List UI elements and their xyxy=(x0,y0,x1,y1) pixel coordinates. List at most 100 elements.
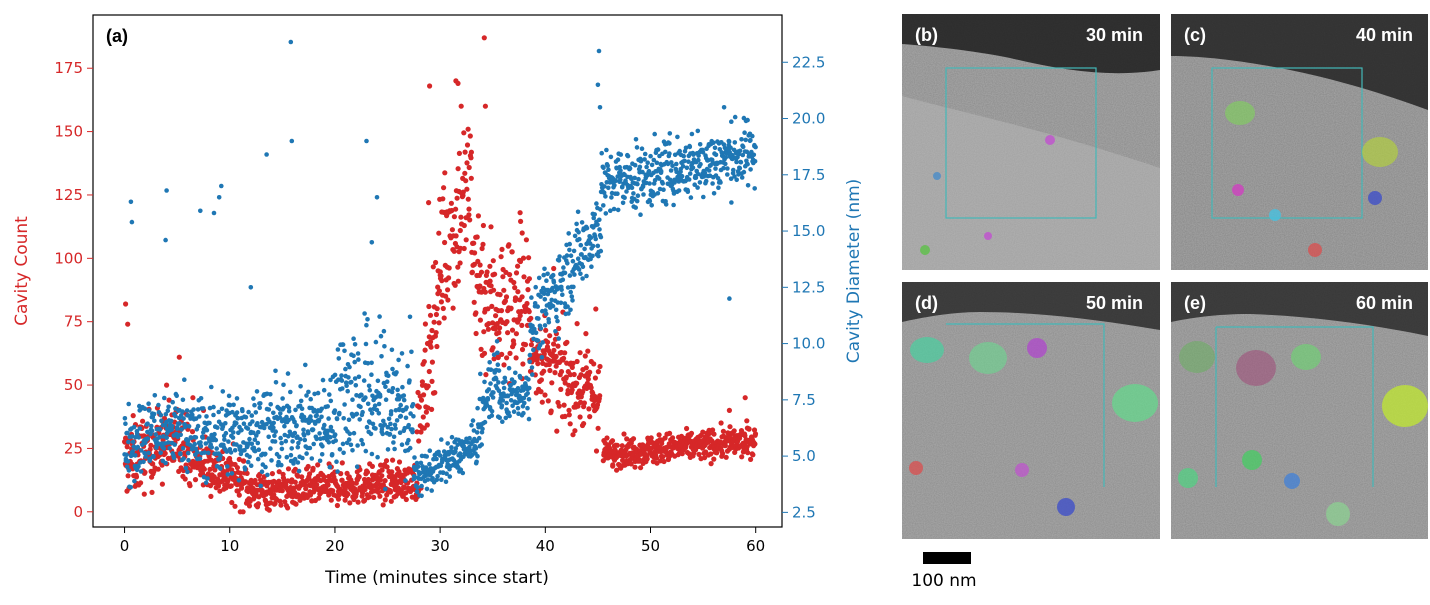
count-point xyxy=(466,212,472,218)
count-point xyxy=(512,295,519,301)
diameter-point xyxy=(564,253,570,258)
diameter-point xyxy=(688,195,694,200)
diameter-point xyxy=(536,316,541,321)
count-point xyxy=(739,454,745,460)
count-point xyxy=(604,435,610,441)
diameter-point xyxy=(649,203,654,208)
diameter-point xyxy=(506,365,512,371)
count-point xyxy=(458,214,464,220)
diameter-point xyxy=(637,164,643,170)
diameter-point xyxy=(414,489,420,495)
diameter-point xyxy=(311,441,317,447)
diameter-point xyxy=(474,430,480,435)
diameter-point xyxy=(695,185,700,190)
left-tick-label: 0 xyxy=(73,503,83,521)
diameter-point xyxy=(181,456,186,462)
count-point xyxy=(375,489,381,495)
diameter-point xyxy=(392,422,398,428)
diameter-point xyxy=(324,432,330,438)
count-point xyxy=(252,477,258,484)
count-point xyxy=(593,306,599,312)
diameter-point xyxy=(276,454,282,460)
count-point xyxy=(519,294,525,300)
count-point xyxy=(525,287,531,293)
cavity-marker xyxy=(1236,350,1276,386)
diameter-point xyxy=(227,402,233,408)
diameter-point xyxy=(265,472,270,478)
diameter-point xyxy=(414,460,420,466)
diameter-point xyxy=(648,153,653,159)
diameter-point xyxy=(601,165,606,171)
diameter-point xyxy=(501,385,507,391)
count-point xyxy=(369,463,375,469)
diameter-point xyxy=(438,463,444,469)
count-point xyxy=(638,465,644,471)
diameter-point xyxy=(134,467,140,473)
diameter-point xyxy=(400,384,405,390)
count-point xyxy=(228,483,234,489)
diameter-point xyxy=(353,383,359,388)
count-point xyxy=(364,469,371,475)
diameter-point xyxy=(522,400,527,406)
diameter-point xyxy=(453,449,458,455)
diameter-point xyxy=(500,398,506,403)
diameter-point xyxy=(332,432,338,437)
count-point xyxy=(305,463,311,470)
diameter-point xyxy=(319,452,325,457)
diameter-point xyxy=(406,437,411,443)
micrograph-panel-d: (d) 50 min xyxy=(902,282,1160,539)
diameter-point xyxy=(657,186,663,192)
count-point xyxy=(125,473,131,479)
diameter-point xyxy=(627,166,633,171)
diameter-point xyxy=(165,408,171,414)
diameter-point xyxy=(125,430,130,436)
count-point xyxy=(524,300,530,307)
diameter-point xyxy=(706,168,712,173)
count-point xyxy=(547,367,553,374)
diameter-point xyxy=(181,416,186,421)
diameter-point xyxy=(569,294,575,299)
count-point xyxy=(236,492,242,498)
diameter-point xyxy=(745,161,750,167)
diameter-point xyxy=(306,389,311,395)
count-point xyxy=(342,497,348,503)
left-axis-ticks: 0 25 50 75 100 125 150 175 xyxy=(54,59,93,521)
diameter-point xyxy=(713,166,718,171)
diameter-point xyxy=(577,236,582,242)
diameter-point xyxy=(686,177,692,182)
diameter-point xyxy=(447,474,453,479)
diameter-point xyxy=(292,456,298,462)
count-point xyxy=(488,283,494,289)
diameter-point xyxy=(266,434,272,440)
diameter-point xyxy=(263,464,268,470)
diameter-point xyxy=(667,151,672,156)
diameter-point xyxy=(216,409,221,415)
count-point xyxy=(138,480,144,486)
diameter-point xyxy=(412,455,417,460)
diameter-point xyxy=(288,452,294,458)
diameter-point xyxy=(298,398,304,404)
right-axis-ticks: 2.5 5.0 7.5 10.0 12.5 15.0 17.5 20.0 22.5 xyxy=(782,53,825,521)
diameter-point xyxy=(495,350,500,356)
diameter-point xyxy=(302,437,308,443)
diameter-point xyxy=(255,429,261,435)
diameter-point xyxy=(434,456,439,462)
count-point xyxy=(515,289,521,295)
count-point xyxy=(551,265,557,272)
time-label-d: 50 min xyxy=(1086,293,1143,313)
right-axis-title: Cavity Diameter (nm) xyxy=(844,179,864,364)
count-point xyxy=(464,186,470,192)
diameter-point xyxy=(578,242,584,248)
diameter-point xyxy=(597,217,602,223)
count-point xyxy=(636,457,642,463)
count-point xyxy=(632,464,638,470)
scale-bar-label: 100 nm xyxy=(911,571,976,591)
count-point xyxy=(708,451,714,457)
count-point xyxy=(396,459,403,465)
count-point xyxy=(549,380,555,386)
diameter-point xyxy=(516,411,521,417)
count-point xyxy=(497,292,503,298)
diameter-point xyxy=(182,377,187,383)
diameter-point xyxy=(304,451,309,456)
diameter-point xyxy=(574,221,579,227)
